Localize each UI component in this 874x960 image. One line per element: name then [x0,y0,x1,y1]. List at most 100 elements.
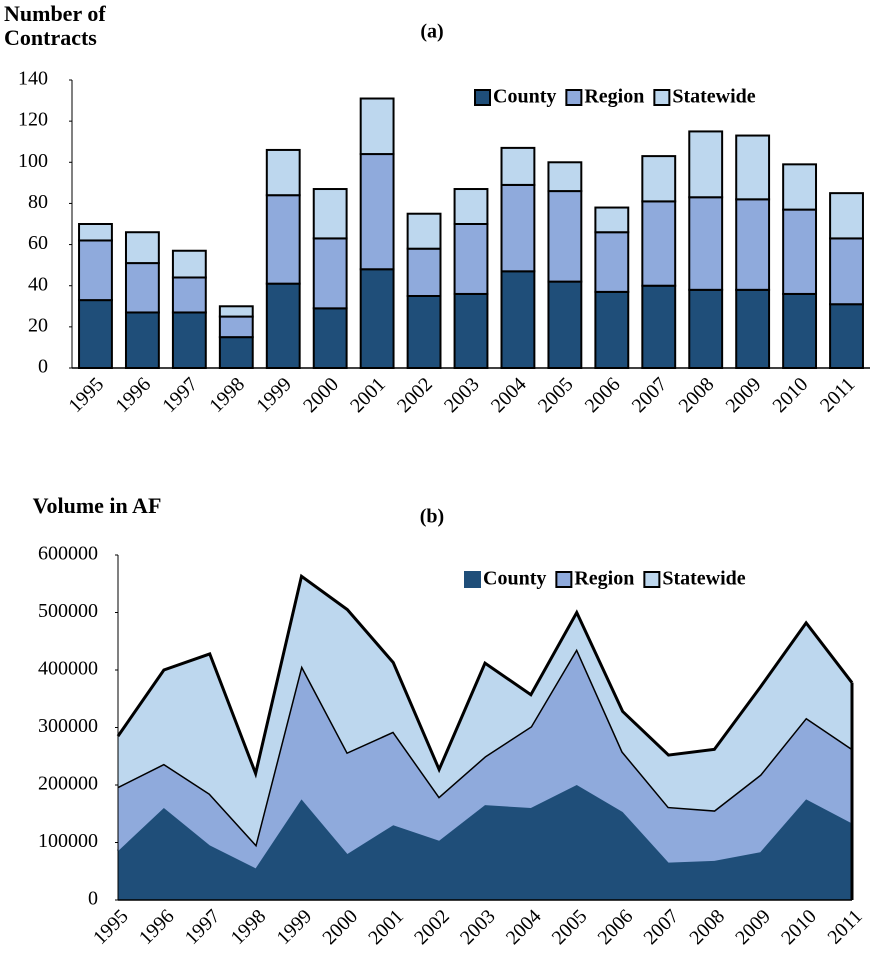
x-tick-label: 2002 [393,373,437,417]
bar [406,212,442,250]
bar [265,148,301,197]
legend-label: Statewide [672,86,755,108]
bar [829,303,864,370]
area [118,648,852,869]
x-tick-label: 2010 [769,373,813,417]
legend-swatch [565,89,583,106]
bar [265,282,301,369]
x-tick-label: 2006 [581,373,625,417]
x-tick-label: 1999 [272,905,316,949]
legend-label: Region [574,568,634,590]
area [118,576,852,845]
x-tick-label: 1996 [111,373,155,417]
y-tick-label: 20 [28,314,48,336]
bar [124,311,160,370]
bar [406,295,442,369]
bar [688,288,724,370]
x-tick-label: 1999 [252,373,296,417]
x-tick-label: 2011 [816,373,859,416]
bar [594,290,630,369]
bar [312,307,348,370]
bar [782,163,818,211]
bar [406,247,442,297]
legend-label: County [493,86,556,108]
bar [453,292,489,370]
bar [78,223,113,242]
bar [782,292,818,370]
x-tick-label: 2007 [628,373,672,417]
y-tick-label: 40 [28,273,48,295]
x-tick-label: 2000 [318,905,362,949]
x-tick-label: 1997 [181,905,225,949]
x-tick-label: 2011 [823,905,866,948]
x-tick-label: 2006 [594,905,638,949]
bar [312,237,348,310]
x-tick-label: 2008 [675,373,719,417]
x-tick-label: 2008 [685,905,729,949]
bar [312,188,348,240]
y-tick-label: 80 [28,191,48,213]
y-tick-label: 200000 [38,773,98,795]
y-tick-label: 140 [18,68,48,90]
x-tick-label: 2003 [456,905,500,949]
x-tick-label: 1997 [158,373,202,417]
legend-swatch [474,89,491,106]
y-tick-label: 60 [28,232,48,254]
area [118,785,852,900]
bar [500,146,536,186]
x-tick-label: 2005 [534,373,578,417]
x-tick-label: 2004 [502,905,546,949]
x-tick-label: 2000 [299,373,343,417]
bar [735,288,771,370]
y-axis-label: Volume in AF [32,493,162,518]
y-tick-label: 600000 [38,543,98,565]
x-tick-label: 2003 [440,373,484,417]
x-tick-label: 2001 [346,373,390,417]
x-tick-label: 2005 [548,905,592,949]
bar [735,198,771,291]
y-axis-label: Number of Contracts [4,1,106,50]
bar [453,188,489,225]
legend-swatch [643,571,661,588]
y-tick-label: 120 [18,109,48,131]
x-tick-label: 1995 [89,905,133,949]
y-tick-label: 300000 [38,715,98,737]
x-tick-label: 2002 [410,905,454,949]
bar [547,280,583,370]
bar [547,161,583,193]
legend-swatch [653,89,671,106]
bar [359,97,395,156]
x-tick-label: 2004 [487,373,531,417]
y-tick-label: 0 [38,356,48,378]
bar [359,153,395,271]
bar [547,190,583,283]
bar [594,206,630,234]
bar [171,311,207,370]
bar [829,237,864,306]
legend-swatch [464,571,481,588]
x-tick-label: 2009 [722,373,766,417]
bar [265,194,301,285]
legend-label: County [483,568,546,590]
bar [641,284,677,370]
bar [453,223,489,295]
x-tick-label: 1998 [205,373,249,417]
bar [171,249,207,279]
y-tick-label: 500000 [38,600,98,622]
bar [218,336,254,369]
x-tick-label: 2010 [777,905,821,949]
y-tick-label: 0 [88,888,98,910]
bar [171,276,207,314]
bar [78,239,113,302]
y-tick-label: 100 [18,150,48,172]
bar [641,200,677,287]
chart-title: (b) [420,506,444,528]
bar [641,155,677,203]
x-tick-label: 2001 [364,905,408,949]
chart-title: (a) [420,21,443,43]
bar [124,262,160,314]
x-tick-label: 2007 [639,905,683,949]
bar [782,208,818,295]
